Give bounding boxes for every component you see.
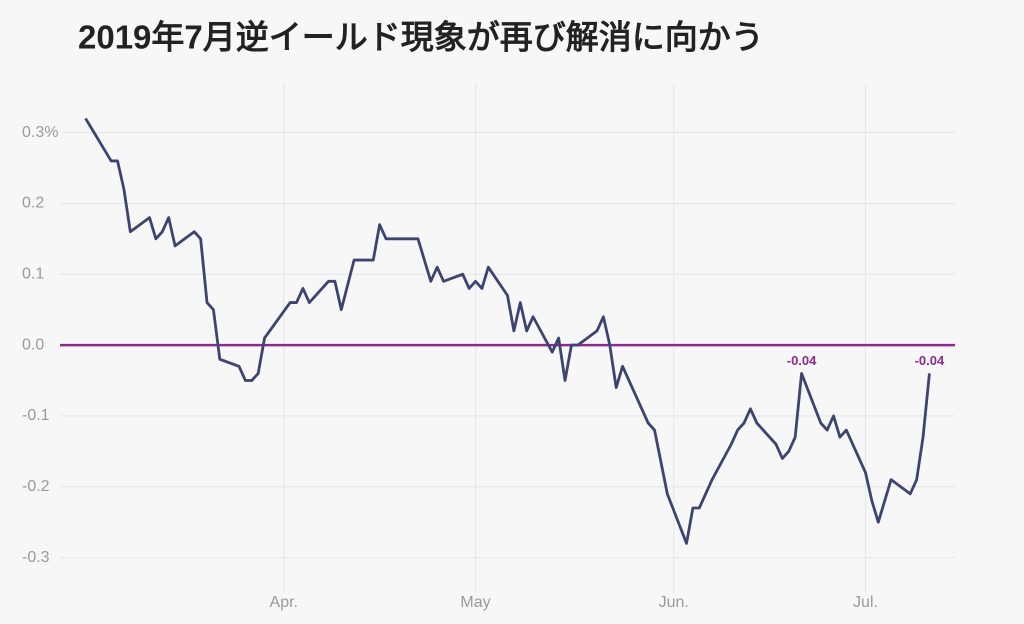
data-label: -0.04	[915, 353, 945, 368]
x-tick-label: Apr.	[270, 594, 298, 611]
y-tick-label: -0.3	[22, 549, 50, 566]
y-tick-label: -0.1	[22, 407, 50, 424]
y-tick-label: -0.2	[22, 478, 50, 495]
y-tick-label: 0.0	[22, 336, 44, 353]
y-tick-label: 0.3%	[22, 124, 58, 141]
y-tick-label: 0.2	[22, 195, 44, 212]
line-series	[84, 117, 931, 545]
x-tick-label: Jun.	[659, 594, 689, 611]
data-label: -0.04	[787, 353, 817, 368]
y-tick-label: 0.1	[22, 265, 44, 282]
chart-title: 2019年7月逆イールド現象が再び解消に向かう	[78, 19, 764, 56]
x-tick-label: Jul.	[853, 594, 878, 611]
x-tick-label: May	[460, 594, 490, 611]
